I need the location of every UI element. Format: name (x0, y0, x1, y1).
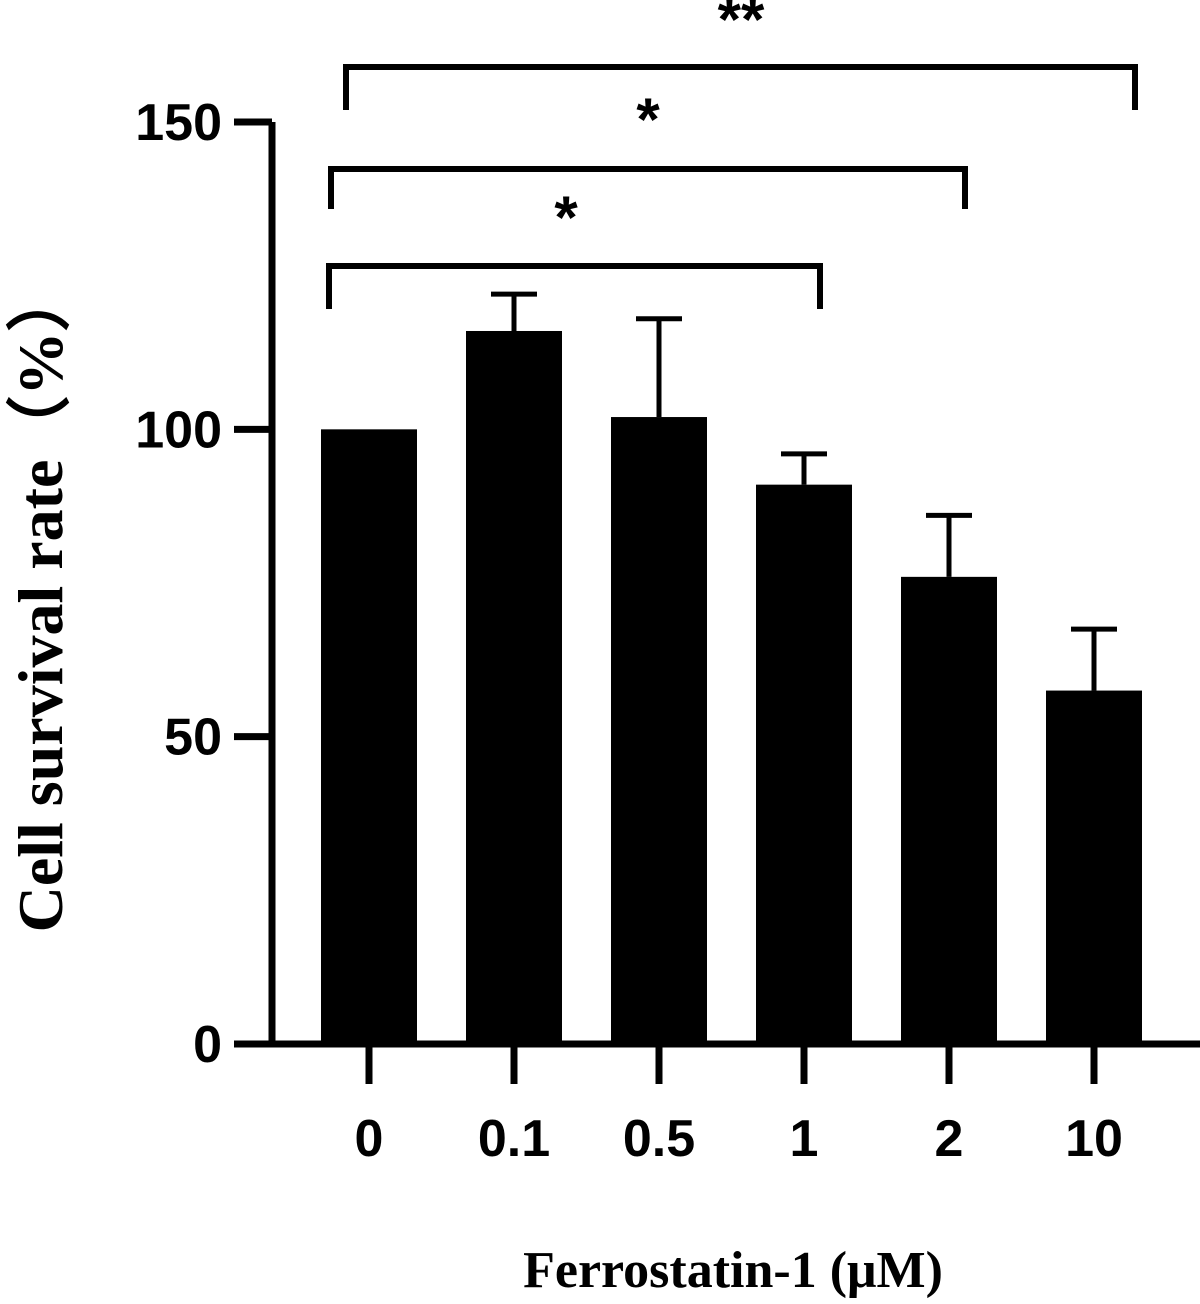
x-axis-title: Ferrostatin-1 (μM) (523, 1242, 943, 1299)
significance-layer: **** (326, 0, 1138, 309)
bar-10 (1046, 690, 1142, 1044)
error-bars-layer (491, 291, 1117, 691)
significance-bracket-0-vs-2 (328, 166, 968, 209)
y-tick-label-0: 0 (193, 1016, 222, 1074)
bar-0 (321, 429, 417, 1044)
y-ticks-layer: 0 50 100 150 (135, 94, 272, 1074)
y-axis-title: Cell survival rate（%） (5, 268, 76, 933)
significance-label-0-vs-10: ** (718, 0, 765, 53)
x-tick-label-0.5: 0.5 (623, 1110, 695, 1168)
x-ticks-layer: 0 0.1 0.5 1 2 10 (355, 1044, 1123, 1168)
x-tick-label-2: 2 (935, 1110, 964, 1168)
bar-2 (901, 576, 997, 1044)
y-tick-label-150: 150 (135, 94, 222, 152)
bar-1 (756, 484, 852, 1044)
significance-label-0-vs-2: * (636, 86, 660, 153)
y-tick-label-50: 50 (164, 709, 222, 767)
bars-layer (321, 330, 1142, 1044)
axes-layer (268, 122, 1200, 1048)
significance-bracket-0-vs-10 (343, 64, 1138, 110)
significance-bracket-0-vs-1 (326, 263, 823, 309)
y-tick-label-100: 100 (135, 401, 222, 459)
x-tick-label-0.1: 0.1 (478, 1110, 550, 1168)
x-tick-label-10: 10 (1065, 1110, 1123, 1168)
x-tick-label-1: 1 (790, 1110, 819, 1168)
bar-0.5 (611, 417, 707, 1044)
significance-label-0-vs-1: * (554, 184, 578, 251)
x-tick-label-0: 0 (355, 1110, 384, 1168)
bar-0.1 (466, 330, 562, 1044)
